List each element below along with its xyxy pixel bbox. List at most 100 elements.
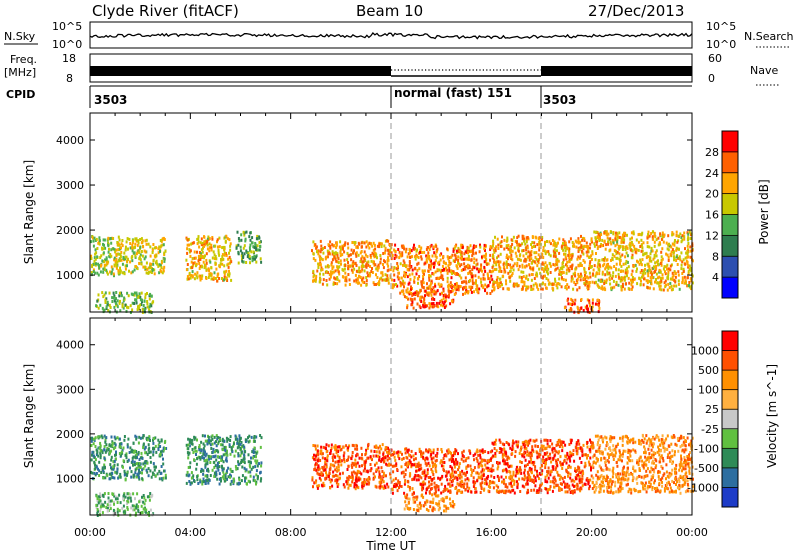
data-cell — [108, 247, 110, 251]
data-cell — [434, 253, 437, 257]
data-cell — [566, 283, 569, 287]
data-cell — [353, 267, 356, 271]
data-cell — [374, 475, 376, 479]
data-cell — [521, 249, 524, 253]
data-cell — [243, 453, 246, 457]
data-cell — [249, 248, 251, 252]
data-cell — [630, 240, 633, 244]
data-cell — [158, 245, 161, 249]
data-cell — [104, 476, 107, 480]
data-cell — [329, 463, 332, 467]
data-cell — [379, 444, 381, 448]
data-cell — [362, 469, 365, 473]
data-cell — [121, 244, 124, 248]
data-cell — [665, 265, 668, 269]
data-cell — [340, 262, 342, 266]
data-cell — [351, 475, 354, 479]
data-cell — [417, 461, 420, 465]
data-cell — [254, 465, 257, 469]
data-cell — [464, 291, 467, 295]
data-cell — [481, 459, 484, 463]
data-cell — [137, 451, 140, 454]
data-cell — [450, 459, 453, 463]
data-cell — [110, 272, 113, 276]
data-cell — [194, 446, 197, 450]
data-cell — [467, 251, 470, 255]
data-cell — [240, 479, 243, 483]
data-cell — [336, 282, 339, 286]
data-cell — [503, 268, 506, 272]
data-cell — [155, 261, 157, 265]
data-cell — [249, 470, 252, 474]
data-cell — [230, 278, 233, 282]
data-cell — [202, 469, 205, 473]
data-cell — [208, 249, 211, 253]
data-cell — [137, 304, 140, 308]
data-cell — [610, 258, 612, 262]
data-cell — [655, 272, 658, 276]
data-cell — [205, 458, 208, 462]
data-cell — [548, 487, 551, 491]
data-cell — [373, 251, 376, 255]
data-cell — [554, 253, 557, 257]
data-cell — [113, 305, 116, 309]
data-cell — [385, 239, 388, 243]
data-cell — [670, 263, 673, 267]
data-cell — [475, 471, 478, 475]
data-cell — [389, 254, 392, 258]
data-cell — [160, 465, 163, 468]
data-cell — [497, 260, 500, 264]
data-cell — [106, 270, 108, 274]
data-cell — [522, 280, 525, 284]
data-cell — [434, 259, 437, 263]
data-cell — [95, 304, 98, 308]
data-cell — [164, 473, 167, 477]
data-cell — [159, 239, 162, 242]
data-cell — [322, 445, 325, 449]
data-cell — [348, 278, 351, 282]
data-cell — [400, 465, 403, 469]
data-cell — [554, 244, 557, 248]
data-cell — [401, 253, 404, 257]
data-cell — [396, 264, 399, 268]
data-cell — [233, 454, 236, 458]
data-cell — [186, 277, 189, 281]
data-cell — [125, 456, 128, 460]
data-cell — [109, 270, 112, 274]
data-cell — [339, 445, 342, 449]
data-cell — [658, 275, 661, 279]
data-cell — [361, 277, 363, 281]
data-cell — [529, 479, 532, 482]
data-cell — [198, 448, 201, 452]
data-cell — [111, 440, 114, 444]
data-cell — [125, 240, 128, 244]
data-cell — [595, 231, 598, 234]
data-cell — [483, 277, 486, 281]
data-cell — [523, 259, 526, 263]
data-cell — [495, 245, 498, 249]
data-cell — [625, 259, 628, 263]
data-cell — [382, 266, 385, 270]
data-cell — [137, 471, 140, 475]
data-cell — [407, 484, 410, 488]
data-cell — [407, 448, 410, 452]
data-cell — [218, 472, 221, 476]
data-cell — [138, 458, 141, 461]
data-cell — [195, 264, 197, 268]
data-cell — [321, 268, 324, 272]
data-cell — [211, 236, 214, 239]
data-cell — [480, 474, 483, 478]
data-cell — [214, 454, 217, 458]
data-cell — [385, 462, 388, 466]
data-cell — [137, 475, 140, 479]
data-cell — [665, 283, 667, 287]
data-cell — [591, 240, 593, 244]
data-cell — [689, 255, 692, 259]
data-cell — [483, 468, 485, 472]
data-cell — [350, 463, 353, 467]
data-cell — [355, 251, 358, 255]
data-cell — [327, 252, 330, 256]
data-cell — [378, 455, 381, 459]
data-cell — [204, 264, 207, 268]
data-cell — [425, 258, 428, 262]
